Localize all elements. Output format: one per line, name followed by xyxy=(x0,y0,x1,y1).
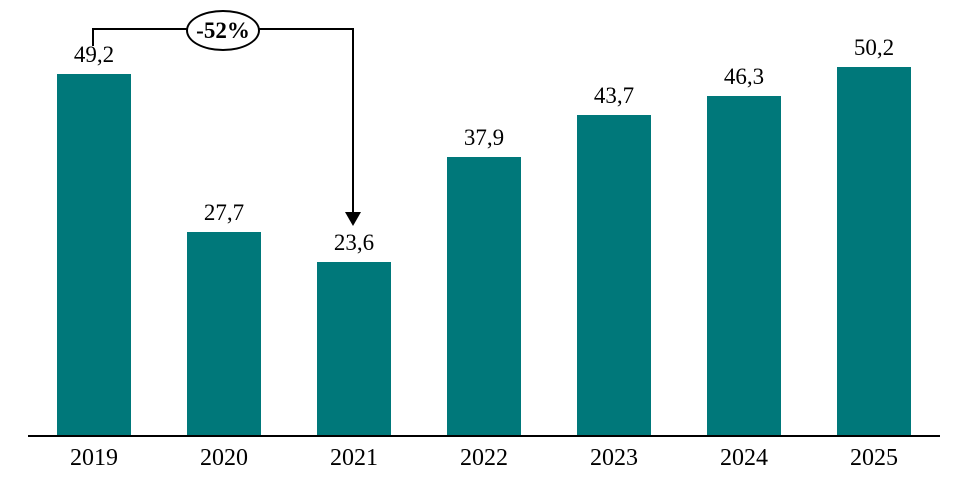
category-label-2020: 2020 xyxy=(200,445,248,471)
value-label-2025: 50,2 xyxy=(853,35,895,60)
value-label-2022: 37,9 xyxy=(463,125,505,150)
bar-2024 xyxy=(707,96,781,435)
value-label-2023: 43,7 xyxy=(593,83,635,108)
value-label-2020: 27,7 xyxy=(203,200,245,225)
bar-2023 xyxy=(577,115,651,435)
bar-2021 xyxy=(317,262,391,435)
x-axis-line xyxy=(28,435,940,437)
annotation-ellipse: -52% xyxy=(186,10,260,51)
category-label-2019: 2019 xyxy=(70,445,118,471)
annotation-arrow-line xyxy=(352,28,354,212)
bar-2025 xyxy=(837,67,911,435)
annotation-arrowhead-down-icon xyxy=(345,212,361,226)
category-label-2025: 2025 xyxy=(850,445,898,471)
bar-2019 xyxy=(57,74,131,435)
value-label-2021: 23,6 xyxy=(333,230,375,255)
category-label-2022: 2022 xyxy=(460,445,508,471)
category-label-2021: 2021 xyxy=(330,445,378,471)
category-label-2023: 2023 xyxy=(590,445,638,471)
annotation-bracket-left-tick xyxy=(92,28,94,46)
bar-2020 xyxy=(187,232,261,435)
category-label-2024: 2024 xyxy=(720,445,768,471)
value-label-2024: 46,3 xyxy=(723,64,765,89)
annotation-label: -52% xyxy=(196,17,250,43)
value-label-2019: 49,2 xyxy=(73,42,115,67)
bar-2022 xyxy=(447,157,521,435)
